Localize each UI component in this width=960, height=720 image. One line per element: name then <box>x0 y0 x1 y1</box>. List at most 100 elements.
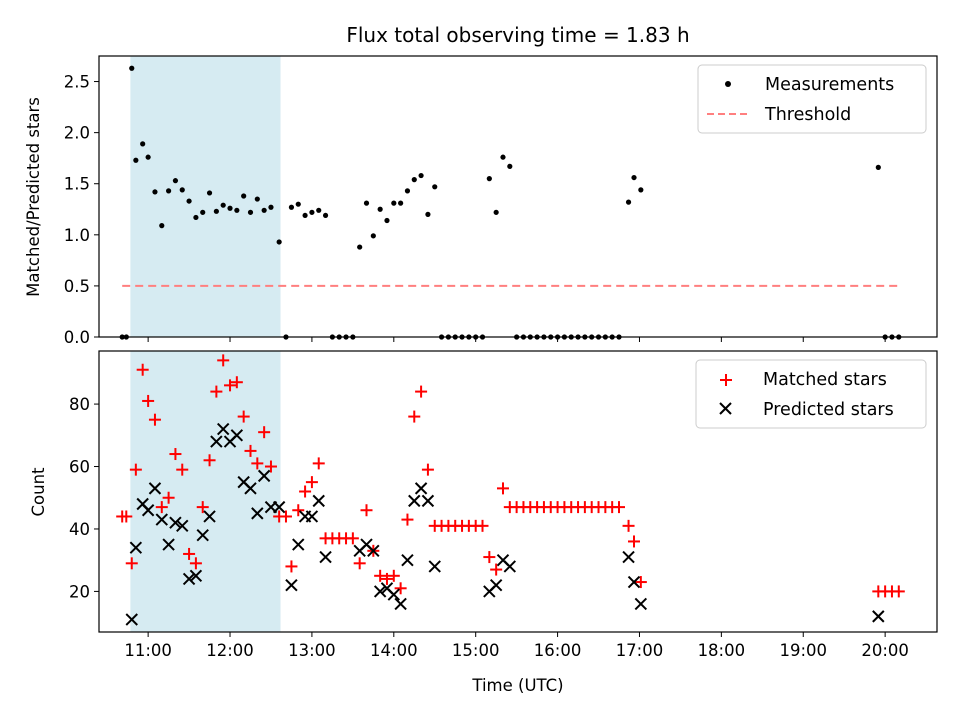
x-tick-label: 17:00 <box>616 641 664 660</box>
x-tick-label: 14:00 <box>370 641 418 660</box>
measurement-point <box>418 172 424 179</box>
matched-point <box>634 576 647 589</box>
matched-point <box>346 532 359 545</box>
legend-marker-matched <box>720 374 732 386</box>
legend-marker-measurements <box>725 81 731 87</box>
matched-point <box>183 547 196 560</box>
chart-title: Flux total observing time = 1.83 h <box>346 23 689 47</box>
predicted-point <box>489 578 503 592</box>
matched-point <box>155 501 168 514</box>
predicted-point <box>203 510 216 523</box>
matched-point <box>203 454 216 467</box>
measurement-point <box>631 174 637 181</box>
predicted-point <box>216 422 230 436</box>
legend-label-predicted: Predicted stars <box>763 400 894 420</box>
plot-frame <box>98 55 938 338</box>
matched-point <box>408 410 421 423</box>
x-tick-label: 20:00 <box>861 641 909 660</box>
matched-point <box>129 463 142 476</box>
measurement-point <box>179 187 185 193</box>
measurement-point <box>486 176 492 182</box>
matched-point <box>401 513 414 526</box>
predicted-point <box>428 560 441 573</box>
measurement-point <box>234 207 240 213</box>
matched-point <box>612 501 625 514</box>
count-panel: 20 40 60 80 11:00 12:00 13:00 14:00 15:00 16:00 1… <box>29 350 938 695</box>
matched-point <box>244 444 257 457</box>
measurement-point <box>638 187 644 193</box>
measurement-point <box>875 164 881 170</box>
measurement-point <box>302 212 308 219</box>
predicted-point <box>210 435 223 448</box>
x-tick-label: 19:00 <box>779 641 827 660</box>
measurement-point <box>193 214 199 221</box>
predicted-point <box>285 578 298 592</box>
matched-point <box>305 476 318 489</box>
x-tick-label: 15:00 <box>452 641 500 660</box>
legend-marker-predicted <box>719 402 732 415</box>
measurement-point <box>493 209 499 215</box>
matched-point <box>622 519 635 532</box>
measurement-point <box>145 154 151 160</box>
predicted-point <box>155 513 168 526</box>
measurement-point <box>172 178 179 184</box>
legend: Measurements Threshold <box>697 64 927 134</box>
legend-box <box>697 64 927 134</box>
matched-point <box>476 519 489 532</box>
predicted-point <box>872 610 885 623</box>
y-axis-label: Matched/Predicted stars <box>24 97 43 297</box>
matched-point <box>224 379 237 392</box>
predicted-point <box>251 507 264 520</box>
x-axis-label: Time (UTC) <box>471 676 563 695</box>
measurement-point <box>295 201 301 207</box>
x-tick-label: 13:00 <box>288 641 336 660</box>
measurement-point <box>200 209 206 215</box>
x-tick-label: 12:00 <box>206 641 254 660</box>
predicted-point <box>305 510 319 523</box>
matched-point <box>210 385 223 398</box>
matched-point <box>142 394 155 407</box>
matched-point <box>394 582 407 595</box>
matched-point <box>628 535 641 548</box>
measurement-point <box>411 177 417 183</box>
measurement-point <box>133 157 139 163</box>
predicted-point <box>257 469 271 483</box>
measurement-point <box>261 207 267 213</box>
matched-point <box>251 457 264 470</box>
measurement-point <box>227 205 233 211</box>
legend-label-matched: Matched stars <box>763 370 887 390</box>
measurement-point <box>322 212 329 219</box>
matched-point <box>279 510 292 523</box>
measurement-point <box>425 211 431 217</box>
matched-point <box>169 448 182 461</box>
measurement-point <box>268 204 274 210</box>
measurement-point <box>276 239 282 245</box>
predicted-point <box>230 429 244 442</box>
matched-point <box>189 557 202 570</box>
predicted-point <box>387 588 401 601</box>
predicted-point <box>634 597 648 611</box>
y-tick-label: 20 <box>69 582 90 601</box>
measurement-point <box>500 154 506 160</box>
y-tick-label: 0.5 <box>64 277 90 296</box>
measurement-point <box>152 189 158 195</box>
measurement-point <box>140 141 146 147</box>
predicted-point <box>189 569 203 583</box>
measurement-point <box>625 199 632 205</box>
predicted-point <box>196 529 209 542</box>
matched-point <box>120 510 133 523</box>
y-tick-label: 2.0 <box>64 124 90 143</box>
x-tick-label: 11:00 <box>124 641 172 660</box>
predicted-point <box>503 560 517 573</box>
predicted-point <box>408 494 421 508</box>
ratio-panel: Flux total observing time = 1.83 h 0.0 0.… <box>24 23 938 347</box>
predicted-point <box>394 597 407 611</box>
plot-frame <box>98 350 938 633</box>
predicted-point <box>367 544 380 558</box>
matched-point <box>415 385 428 398</box>
measurement-point <box>370 233 376 239</box>
matched-point <box>312 457 325 470</box>
predicted-point <box>169 516 182 529</box>
measurement-point <box>129 65 135 71</box>
